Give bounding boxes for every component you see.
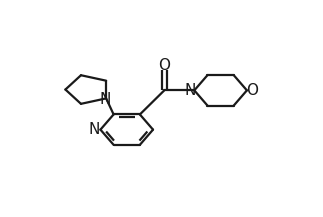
Text: O: O <box>158 58 170 73</box>
Text: N: N <box>89 122 100 137</box>
Text: N: N <box>184 82 195 97</box>
Text: O: O <box>246 83 258 98</box>
Text: N: N <box>99 92 110 107</box>
